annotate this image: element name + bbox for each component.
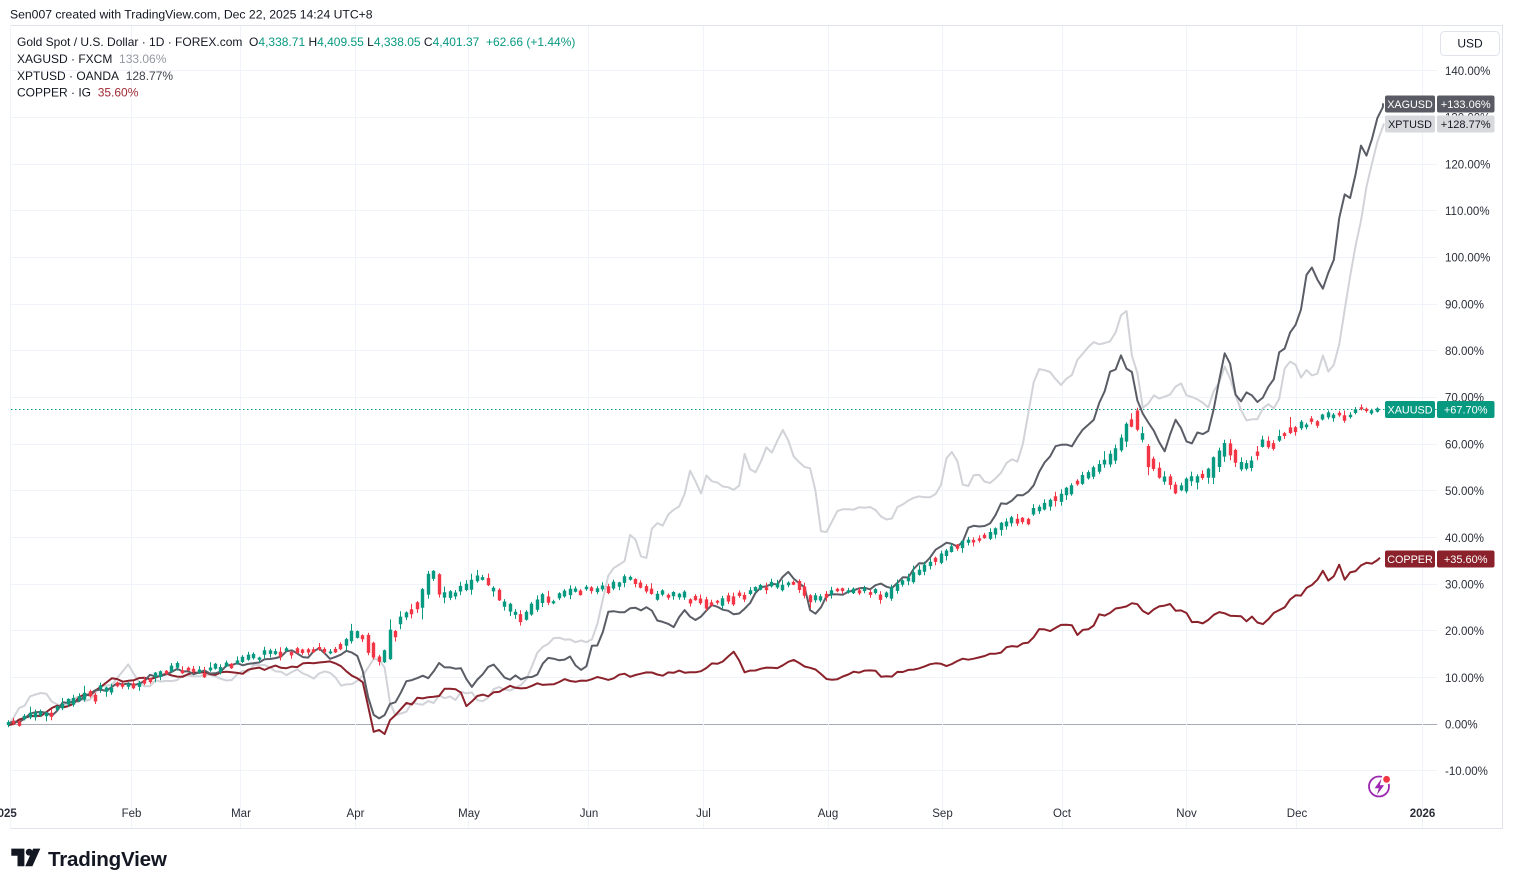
svg-text:+128.77%: +128.77% (1441, 119, 1491, 131)
svg-text:Nov: Nov (1176, 808, 1197, 820)
svg-text:80.00%: 80.00% (1445, 346, 1484, 358)
svg-text:TradingView: TradingView (48, 848, 168, 871)
svg-text:Jul: Jul (696, 808, 711, 820)
svg-text:Sen007 created with TradingVie: Sen007 created with TradingView.com, Dec… (10, 8, 373, 22)
svg-text:20.00%: 20.00% (1445, 626, 1484, 638)
svg-text:May: May (458, 808, 480, 820)
svg-text:Gold Spot / U.S. Dollar · 1D ·: Gold Spot / U.S. Dollar · 1D · FOREX.com… (17, 35, 575, 49)
svg-text:Mar: Mar (231, 808, 251, 820)
svg-text:+35.60%: +35.60% (1444, 554, 1488, 566)
svg-text:30.00%: 30.00% (1445, 579, 1484, 591)
svg-text:100.00%: 100.00% (1445, 253, 1490, 265)
svg-text:0.00%: 0.00% (1445, 719, 1478, 731)
svg-text:-10.00%: -10.00% (1445, 766, 1488, 778)
svg-text:Sep: Sep (932, 808, 952, 820)
svg-text:40.00%: 40.00% (1445, 533, 1484, 545)
svg-text:+133.06%: +133.06% (1441, 99, 1491, 111)
svg-text:USD: USD (1457, 37, 1483, 51)
svg-text:120.00%: 120.00% (1445, 159, 1490, 171)
svg-text:140.00%: 140.00% (1445, 66, 1490, 78)
svg-text:XPTUSD: XPTUSD (1388, 119, 1432, 131)
svg-text:Feb: Feb (122, 808, 142, 820)
svg-text:90.00%: 90.00% (1445, 299, 1484, 311)
svg-text:Apr: Apr (347, 808, 365, 820)
svg-text:2026: 2026 (1410, 808, 1436, 820)
svg-text:Dec: Dec (1287, 808, 1308, 820)
svg-text:XPTUSD · OANDA 128.77%: XPTUSD · OANDA 128.77% (17, 69, 173, 83)
svg-text:XAGUSD: XAGUSD (1387, 99, 1433, 111)
svg-text:COPPER: COPPER (1387, 554, 1433, 566)
svg-text:COPPER · IG 35.60%: COPPER · IG 35.60% (17, 86, 139, 100)
svg-text:2025: 2025 (0, 808, 17, 820)
svg-text:60.00%: 60.00% (1445, 439, 1484, 451)
svg-text:Jun: Jun (580, 808, 599, 820)
svg-text:XAGUSD · FXCM 133.06%: XAGUSD · FXCM 133.06% (17, 52, 167, 66)
svg-text:50.00%: 50.00% (1445, 486, 1484, 498)
svg-text:10.00%: 10.00% (1445, 673, 1484, 685)
svg-text:Aug: Aug (818, 808, 838, 820)
svg-text:+67.70%: +67.70% (1444, 405, 1488, 417)
svg-text:XAUUSD: XAUUSD (1388, 405, 1433, 417)
svg-text:110.00%: 110.00% (1445, 206, 1490, 218)
svg-text:Oct: Oct (1053, 808, 1072, 820)
